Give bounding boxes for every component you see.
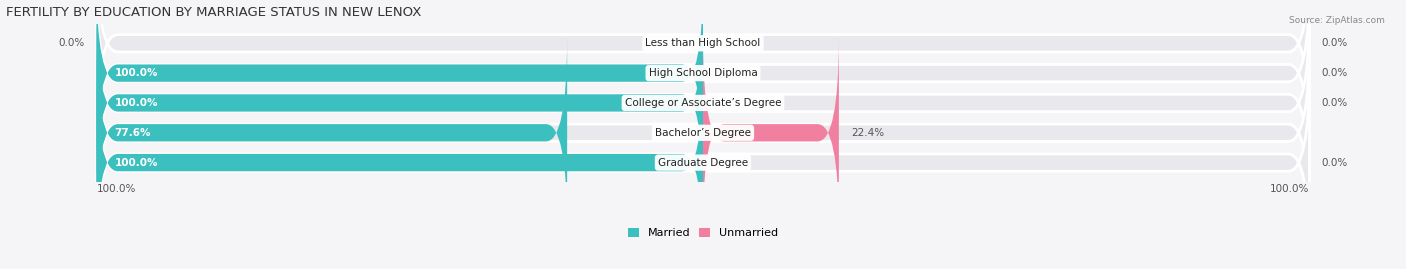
Text: 0.0%: 0.0% <box>1322 98 1348 108</box>
FancyBboxPatch shape <box>97 37 1309 229</box>
Text: 100.0%: 100.0% <box>97 184 136 194</box>
Text: 100.0%: 100.0% <box>115 98 159 108</box>
Text: High School Diploma: High School Diploma <box>648 68 758 78</box>
FancyBboxPatch shape <box>97 37 567 229</box>
FancyBboxPatch shape <box>97 67 1309 259</box>
FancyBboxPatch shape <box>97 67 703 259</box>
FancyBboxPatch shape <box>97 7 1309 199</box>
Text: Graduate Degree: Graduate Degree <box>658 158 748 168</box>
Text: 0.0%: 0.0% <box>1322 38 1348 48</box>
Text: 22.4%: 22.4% <box>851 128 884 138</box>
Text: 100.0%: 100.0% <box>115 68 159 78</box>
Text: 77.6%: 77.6% <box>115 128 152 138</box>
Text: 0.0%: 0.0% <box>58 38 84 48</box>
FancyBboxPatch shape <box>97 7 703 199</box>
Legend: Married, Unmarried: Married, Unmarried <box>623 224 783 243</box>
Text: College or Associate’s Degree: College or Associate’s Degree <box>624 98 782 108</box>
FancyBboxPatch shape <box>97 0 703 169</box>
FancyBboxPatch shape <box>97 0 1309 169</box>
Text: 100.0%: 100.0% <box>1270 184 1309 194</box>
FancyBboxPatch shape <box>97 0 1309 139</box>
Text: FERTILITY BY EDUCATION BY MARRIAGE STATUS IN NEW LENOX: FERTILITY BY EDUCATION BY MARRIAGE STATU… <box>6 6 420 19</box>
Text: 0.0%: 0.0% <box>1322 68 1348 78</box>
Text: 0.0%: 0.0% <box>1322 158 1348 168</box>
Text: 100.0%: 100.0% <box>115 158 159 168</box>
Text: Source: ZipAtlas.com: Source: ZipAtlas.com <box>1289 16 1385 25</box>
FancyBboxPatch shape <box>703 37 839 229</box>
Text: Less than High School: Less than High School <box>645 38 761 48</box>
Text: Bachelor’s Degree: Bachelor’s Degree <box>655 128 751 138</box>
